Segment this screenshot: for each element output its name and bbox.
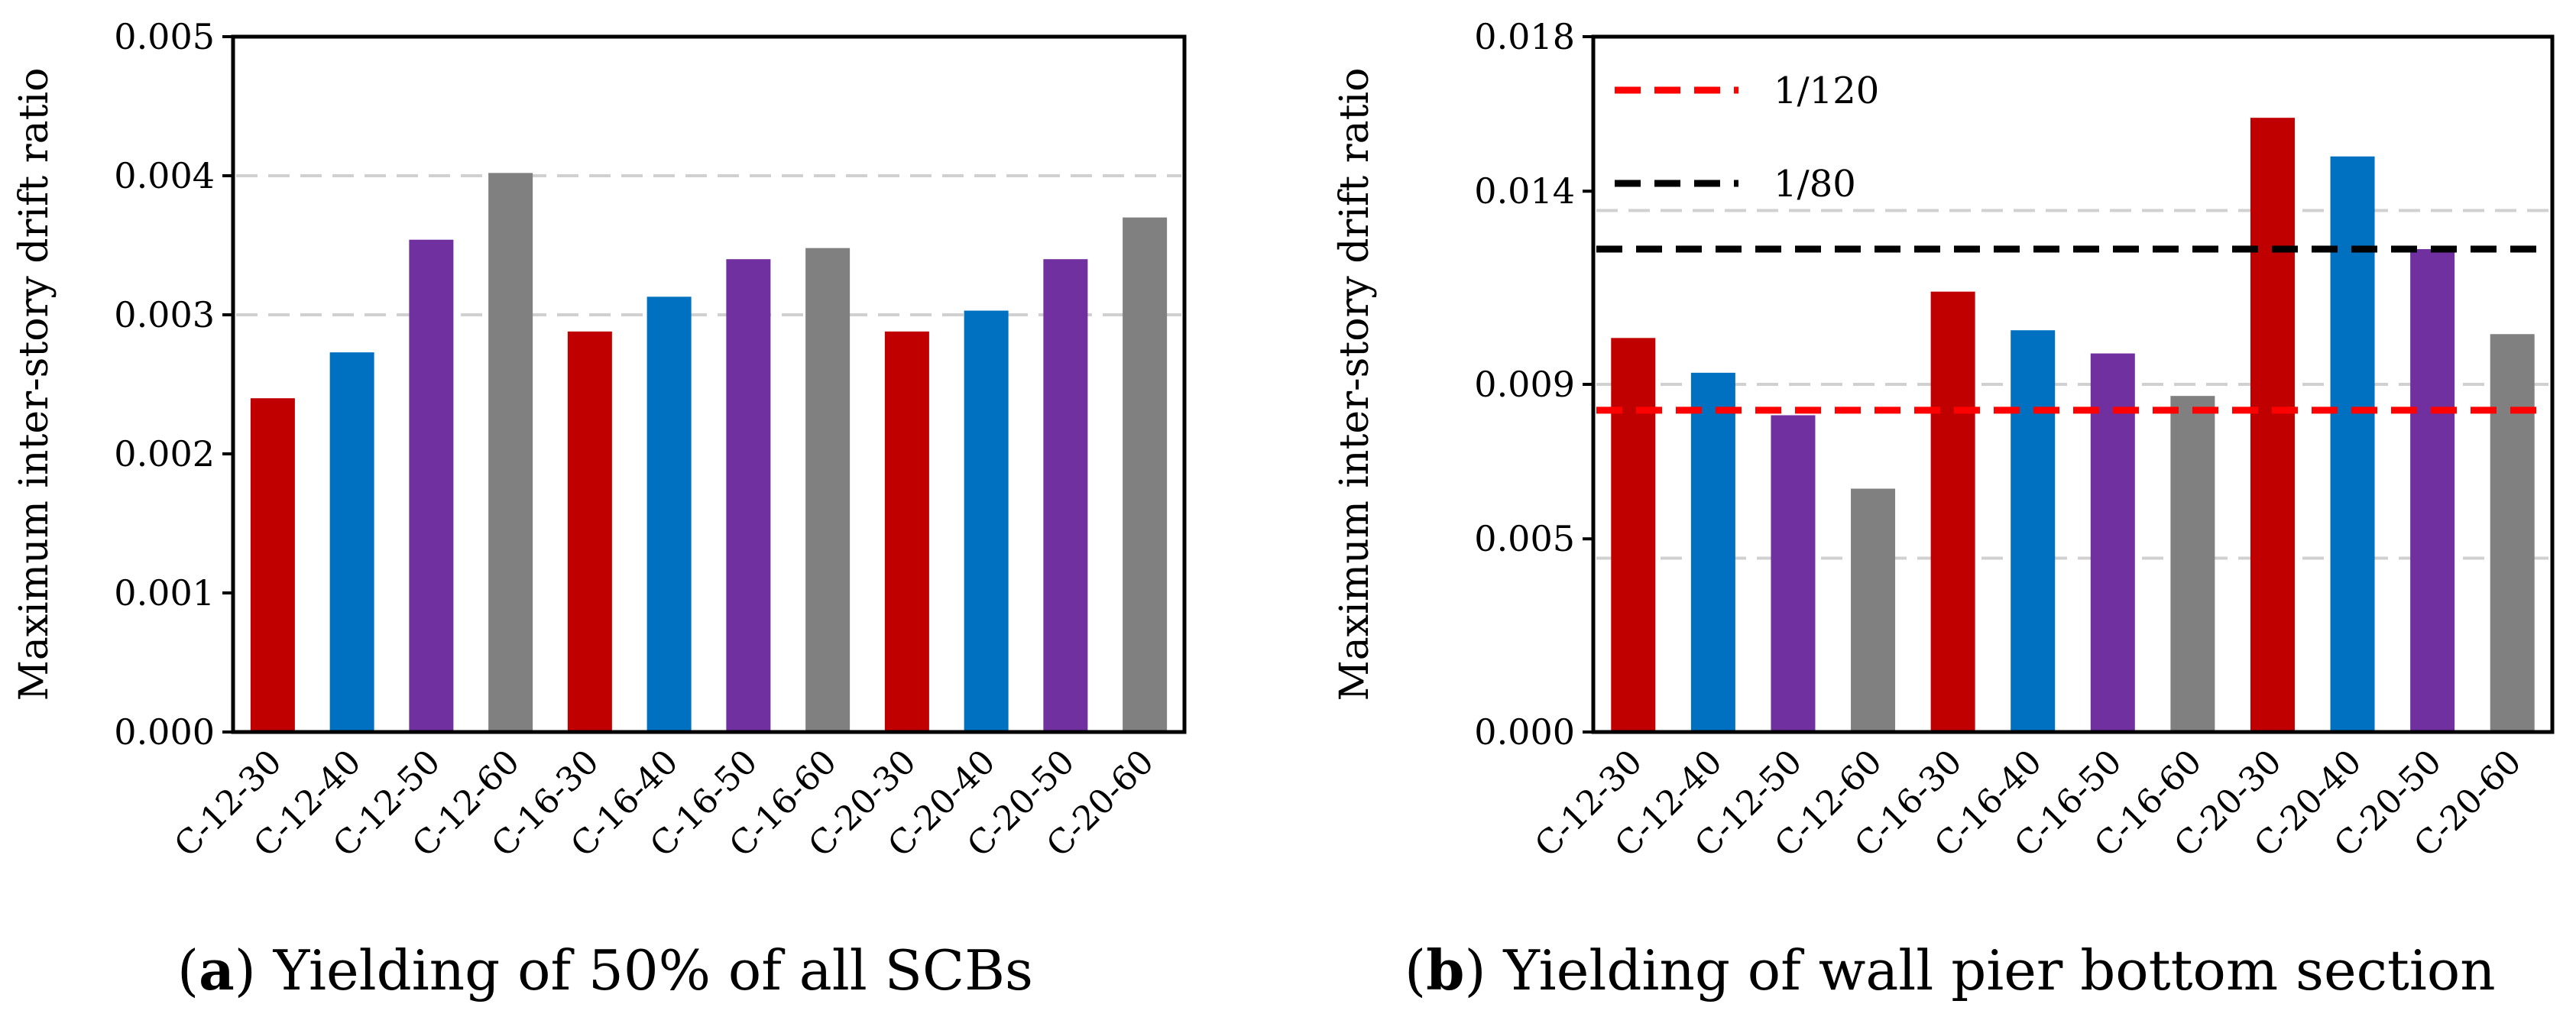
bar-a-C-20-60 (1123, 217, 1168, 733)
bar-a-C-20-30 (884, 331, 929, 733)
y-axis-title-a: Maximum inter-story drift ratio (11, 68, 57, 701)
caption-text: ) Yielding of wall pier bottom section (1464, 938, 2495, 1002)
y-tick-label-b-3: 0.014 (1474, 170, 1575, 212)
caption-b: (b) Yielding of wall pier bottom section (1405, 938, 2496, 1002)
bar-b-C-12-30 (1611, 338, 1656, 732)
bar-a-C-20-50 (1043, 259, 1088, 732)
bar-a-C-20-40 (964, 310, 1009, 732)
bar-b-C-20-30 (2250, 118, 2295, 732)
bar-b-C-16-40 (2011, 330, 2056, 732)
bar-a-C-16-50 (726, 259, 771, 732)
bar-b-C-12-50 (1771, 415, 1816, 732)
legend-label-b-0: 1/120 (1774, 70, 1879, 112)
y-tick-label-b-2: 0.009 (1474, 364, 1575, 405)
legend-label-b-1: 1/80 (1774, 163, 1856, 206)
y-tick-label-b-0: 0.000 (1474, 711, 1575, 753)
bar-a-C-12-40 (329, 352, 374, 732)
y-tick-label-a-4: 0.004 (114, 155, 215, 196)
bar-a-C-16-30 (567, 331, 612, 733)
y-tick-label-a-3: 0.003 (114, 294, 215, 335)
chart-panel-b: 0.000 0.005 0.009 0.014 0.018 Maximum inter-s… (1332, 16, 2555, 1002)
bar-a-C-12-60 (488, 173, 533, 733)
bar-b-C-16-50 (2090, 353, 2135, 732)
y-tick-label-a-5: 0.005 (114, 16, 215, 57)
bar-b-C-20-60 (2490, 334, 2535, 732)
plot-frame-a (231, 34, 1187, 734)
y-axis-title-b: Maximum inter-story drift ratio (1332, 68, 1378, 701)
caption-open-paren: ( (177, 938, 199, 1002)
y-tick-label-a-0: 0.000 (114, 711, 215, 753)
y-tick-label-b-4: 0.018 (1474, 16, 1575, 57)
caption-letter: a (199, 938, 235, 1002)
bar-a-C-12-50 (409, 239, 454, 733)
y-tick-label-b-1: 0.005 (1474, 518, 1575, 559)
bar-a-C-16-40 (646, 296, 692, 733)
chart-panel-a: 0.000 0.001 0.002 0.003 0.004 0.005 Maximum in… (11, 16, 1187, 1002)
caption-open-paren: ( (1405, 938, 1426, 1002)
caption-a: (a) Yielding of 50% of all SCBs (177, 938, 1033, 1002)
bar-b-C-20-40 (2330, 156, 2375, 732)
bar-b-C-20-50 (2410, 249, 2455, 732)
bar-a-C-16-60 (805, 248, 851, 732)
y-tick-label-a-1: 0.001 (114, 572, 215, 614)
bar-b-C-16-60 (2170, 396, 2215, 732)
caption-text: ) Yielding of 50% of all SCBs (235, 938, 1033, 1002)
caption-letter: b (1426, 938, 1464, 1002)
bar-a-C-12-30 (250, 398, 295, 732)
y-tick-label-a-2: 0.002 (114, 433, 215, 475)
bar-b-C-16-30 (1930, 291, 1975, 733)
bar-b-C-12-60 (1851, 488, 1896, 732)
bar-b-C-12-40 (1690, 372, 1735, 732)
